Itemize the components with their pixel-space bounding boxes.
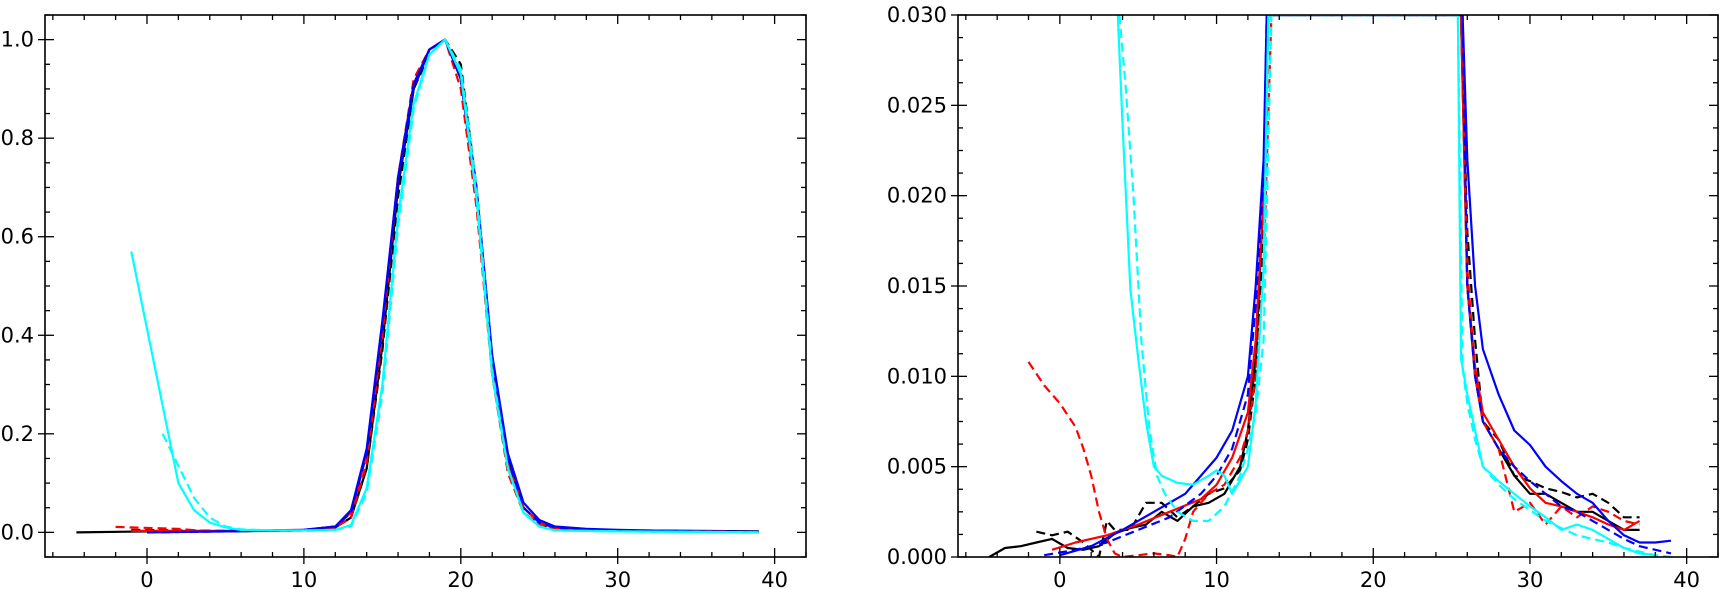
series-line-7 — [130, 38, 759, 534]
series-line-4 — [1027, 15, 1640, 557]
left-chart-panel: 0 10 20 30 40 0.0 0.2 0.4 0.6 0.8 1.0 — [1, 14, 807, 589]
ticks — [38, 14, 807, 564]
series-line-5 — [1059, 15, 1672, 557]
series-line-8 — [1118, 15, 1672, 557]
x-tick-label: 10 — [291, 568, 318, 589]
axes-frame — [957, 14, 1719, 558]
axes-frame — [44, 14, 807, 558]
y-tick-label: 0.8 — [1, 126, 34, 150]
series-line-2 — [1036, 15, 1640, 557]
x-tick-label: 10 — [1203, 568, 1230, 589]
series-line-1 — [988, 15, 1640, 557]
y-tick-label: 0.2 — [1, 422, 34, 446]
x-tick-label: 40 — [1673, 568, 1700, 589]
x-tick-label: 20 — [447, 568, 474, 589]
x-tick-label: 0 — [140, 568, 153, 589]
y-tick-label: 0.020 — [887, 184, 947, 208]
series-line-2 — [131, 38, 728, 533]
y-tick-label: 0.010 — [887, 364, 947, 388]
series-group — [76, 38, 759, 534]
series-line-1 — [76, 38, 759, 534]
y-tick-label: 1.0 — [1, 28, 34, 52]
y-tick-label: 0.6 — [1, 225, 34, 249]
ticks — [951, 14, 1719, 564]
series-line-6 — [146, 38, 759, 534]
x-tick-label: 30 — [604, 568, 631, 589]
series-line-3 — [131, 38, 728, 533]
y-tick-label: 0.4 — [1, 323, 34, 347]
y-tick-label: 0.005 — [887, 455, 947, 479]
series-line-5 — [146, 38, 759, 534]
y-tick-label: 0.015 — [887, 274, 947, 298]
x-tick-label: 0 — [1053, 568, 1066, 589]
series-line-7 — [1116, 15, 1656, 557]
y-tick-label: 0.0 — [1, 520, 34, 544]
x-tick-label: 30 — [1517, 568, 1544, 589]
y-tick-label: 0.030 — [887, 3, 947, 27]
series-group — [988, 15, 1672, 557]
y-tick-label: 0.000 — [887, 545, 947, 569]
x-tick-label: 40 — [761, 568, 788, 589]
series-line-3 — [1051, 15, 1641, 551]
x-tick-label: 20 — [1360, 568, 1387, 589]
right-chart-panel: 0 10 20 30 40 0.000 0.005 0.010 0.015 0.020 0.025 0… — [887, 3, 1719, 589]
y-tick-label: 0.025 — [887, 93, 947, 117]
series-line-8 — [161, 38, 759, 534]
series-line-4 — [115, 38, 728, 533]
